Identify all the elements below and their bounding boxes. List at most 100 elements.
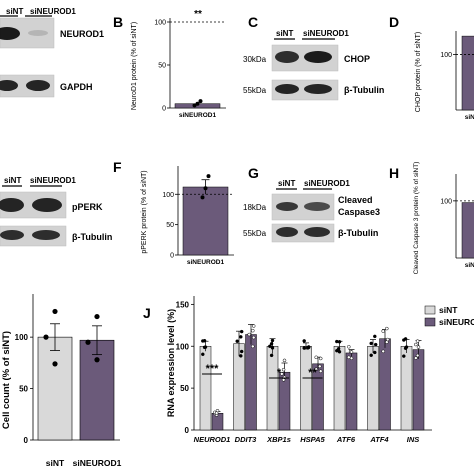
x-category-label: NEUROD1 bbox=[194, 435, 231, 444]
size-marker-55kda: 55kDa bbox=[243, 86, 267, 95]
y-tick-label: 100 bbox=[440, 198, 452, 205]
lane-label-sint: siNT bbox=[278, 179, 295, 188]
band-gapdh-sineurod1 bbox=[26, 80, 50, 91]
bar-ddit3-sineuro bbox=[245, 334, 257, 431]
data-point bbox=[200, 195, 205, 200]
data-point bbox=[404, 345, 409, 349]
data-point bbox=[251, 324, 256, 328]
data-point bbox=[247, 332, 251, 337]
data-point bbox=[385, 337, 390, 342]
panel-letter-f: F bbox=[113, 159, 122, 175]
data-point bbox=[281, 367, 286, 372]
data-point bbox=[269, 342, 274, 346]
legend-swatch-sint bbox=[424, 305, 436, 315]
y-tick-label: 50 bbox=[19, 385, 28, 394]
data-point bbox=[251, 344, 255, 349]
panel-letter-d: D bbox=[389, 14, 399, 30]
x-category-label: HSPA5 bbox=[300, 435, 325, 444]
lane-label-sint: siNT bbox=[276, 29, 293, 38]
legend-label-sineurod1: siNEURO bbox=[439, 317, 474, 327]
data-point bbox=[270, 338, 275, 343]
bar bbox=[182, 186, 229, 256]
panel-letter-h: H bbox=[389, 165, 399, 181]
y-tick-label: 100 bbox=[440, 52, 452, 59]
y-axis-label: Cleaved Caspase 3 protein (% of siNT) bbox=[413, 162, 420, 275]
x-category-label: siNEUROD1 bbox=[73, 458, 122, 468]
data-point bbox=[318, 364, 322, 369]
western-blot-layer bbox=[0, 15, 339, 247]
data-point bbox=[239, 354, 243, 358]
lane-label-sineurod1: siNEUROD1 bbox=[30, 176, 76, 185]
band-tubulin-e-sineurod1 bbox=[32, 230, 60, 240]
data-point bbox=[314, 355, 318, 360]
y-axis-label: NeuroD1 protein (% of siNT) bbox=[131, 22, 138, 110]
bar bbox=[461, 202, 474, 259]
data-point bbox=[235, 339, 239, 343]
y-tick-label: 100 bbox=[15, 333, 29, 342]
significance-marker: *** bbox=[206, 363, 220, 375]
band-neurod1-sineurod1 bbox=[28, 30, 48, 36]
bar-atf4-sint bbox=[367, 346, 379, 431]
data-point bbox=[335, 339, 339, 344]
data-point bbox=[415, 339, 420, 343]
band-neurod1-sint bbox=[0, 27, 20, 40]
x-category-label: ATF4 bbox=[369, 435, 389, 444]
band-label-cleaved: Cleaved bbox=[338, 195, 373, 205]
lane-label-sint: siNT bbox=[6, 7, 23, 16]
lane-label-sineurod1: siNEUROD1 bbox=[30, 7, 76, 16]
data-point bbox=[403, 337, 408, 341]
y-tick-label: 150 bbox=[176, 300, 190, 309]
x-category-label: siNEUROD1 bbox=[179, 112, 217, 119]
data-point bbox=[318, 369, 323, 373]
y-tick-label: 100 bbox=[162, 192, 174, 199]
x-category-label: DDIT3 bbox=[235, 435, 257, 444]
data-point bbox=[52, 308, 58, 315]
y-axis-label: RNA expression level (%) bbox=[166, 309, 176, 417]
y-tick-label: 50 bbox=[166, 222, 174, 229]
data-point bbox=[415, 353, 420, 358]
y-tick-label: 100 bbox=[176, 342, 190, 351]
bar-ddit3-sint bbox=[233, 343, 245, 431]
data-point bbox=[85, 339, 91, 345]
data-point bbox=[373, 350, 377, 355]
significance-marker: ** bbox=[194, 9, 202, 20]
data-point bbox=[239, 335, 243, 339]
bar bbox=[461, 35, 474, 111]
band-gapdh-sint bbox=[0, 80, 18, 91]
band-label-neurod1: NEUROD1 bbox=[60, 29, 104, 39]
band-label-chop: CHOP bbox=[344, 54, 370, 64]
band-caspase3-sineurod1 bbox=[304, 202, 330, 211]
bar-ins-sineuro bbox=[412, 349, 425, 431]
band-label-tubulin: β-Tubulin bbox=[338, 228, 378, 238]
size-marker-55kda: 55kDa bbox=[243, 229, 267, 238]
x-category-label: siNE bbox=[465, 262, 474, 269]
data-point bbox=[314, 367, 318, 371]
legend-label-sint: siNT bbox=[439, 305, 458, 315]
data-point bbox=[52, 361, 58, 367]
band-pperk-sint bbox=[0, 198, 24, 212]
band-pperk-sineurod1 bbox=[32, 198, 62, 212]
legend-swatch-sineurod1 bbox=[424, 317, 436, 327]
lane-label-sint: siNT bbox=[4, 176, 21, 185]
bar-sint bbox=[37, 336, 73, 441]
data-point bbox=[251, 328, 255, 333]
data-point bbox=[302, 346, 306, 350]
lane-label-sineurod1: siNEUROD1 bbox=[304, 179, 350, 188]
band-tubulin-c-sint bbox=[275, 84, 299, 94]
bar-xbp1s-sint bbox=[266, 346, 279, 431]
band-label-tubulin: β-Tubulin bbox=[72, 232, 112, 242]
data-point bbox=[373, 334, 377, 339]
band-tubulin-e-sint bbox=[0, 230, 24, 240]
data-point bbox=[402, 354, 406, 358]
bar-atf4-sineuro bbox=[379, 338, 391, 431]
data-point bbox=[306, 345, 311, 349]
data-point bbox=[214, 411, 219, 415]
data-point bbox=[369, 353, 373, 358]
x-category-label: siNE bbox=[465, 114, 474, 121]
y-tick-label: 50 bbox=[180, 384, 189, 393]
y-tick-label: 0 bbox=[24, 436, 29, 445]
x-category-label: siNEUROD1 bbox=[187, 259, 225, 266]
x-category-label: INS bbox=[407, 435, 420, 444]
data-point bbox=[381, 349, 385, 354]
